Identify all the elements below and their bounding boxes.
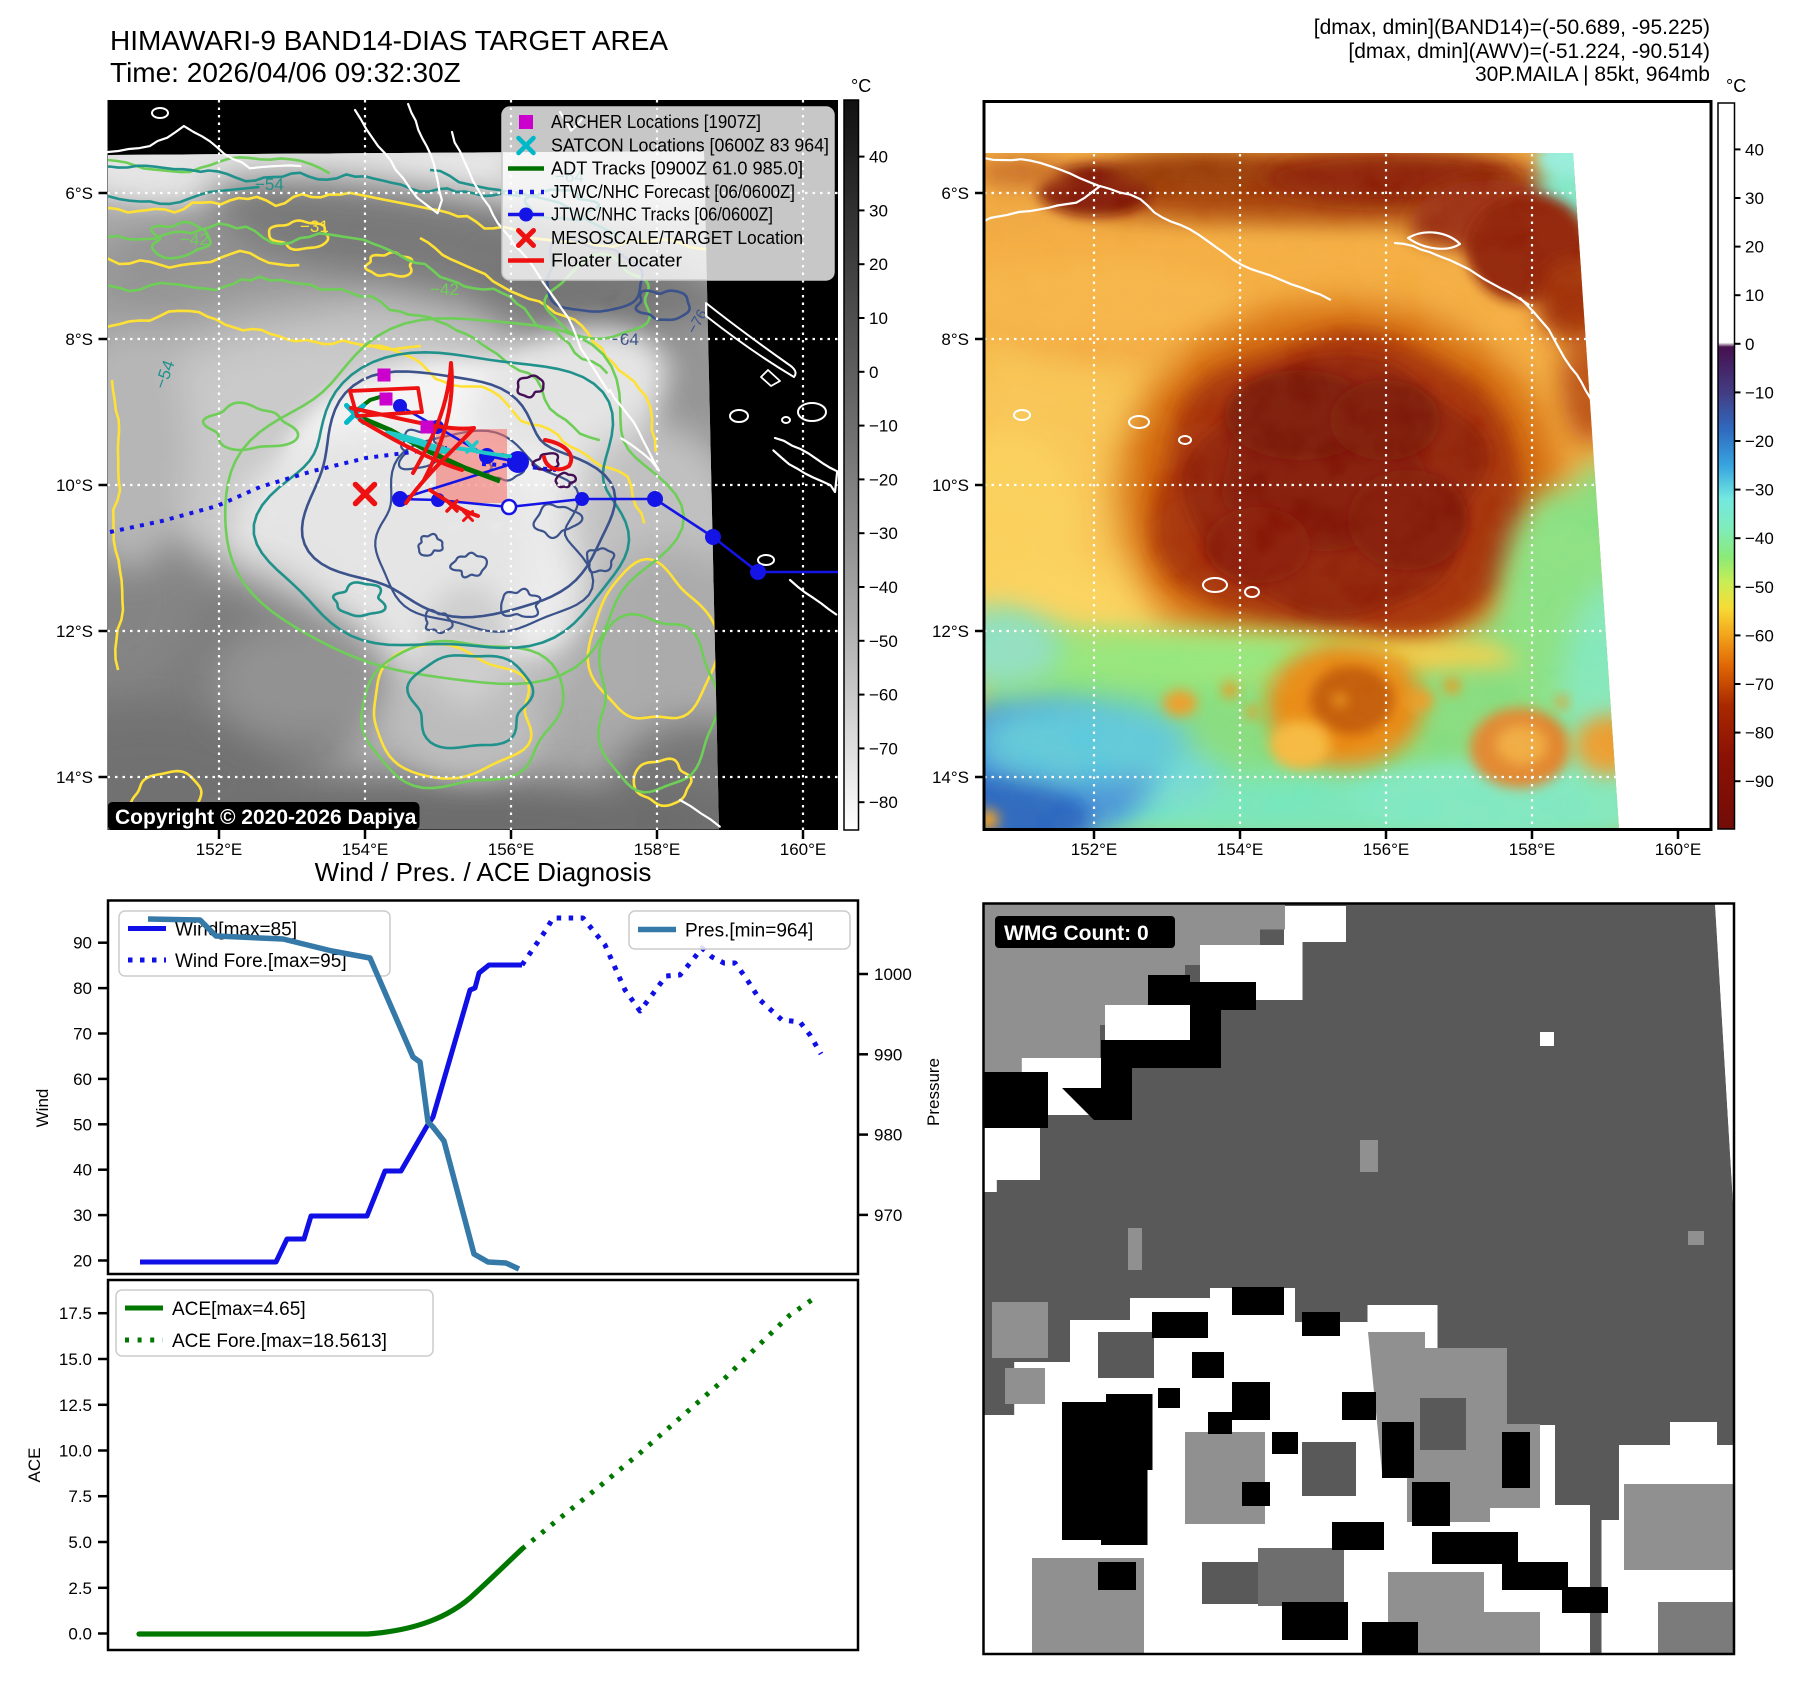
svg-text:Wind Fore.[max=95]: Wind Fore.[max=95]	[175, 951, 347, 972]
svg-text:JTWC/NHC Tracks [06/0600Z]: JTWC/NHC Tracks [06/0600Z]	[551, 204, 773, 225]
svg-text:−54: −54	[255, 175, 284, 194]
svg-text:−31: −31	[300, 217, 329, 236]
svg-text:30: 30	[73, 1206, 92, 1225]
svg-text:154°E: 154°E	[342, 840, 389, 859]
svg-text:90: 90	[73, 934, 92, 953]
svg-text:−42: −42	[180, 230, 209, 249]
svg-text:160°E: 160°E	[1655, 840, 1702, 859]
svg-text:ACE: ACE	[25, 1448, 44, 1483]
svg-text:−64: −64	[610, 330, 639, 349]
svg-text:Floater Locater: Floater Locater	[551, 250, 682, 271]
svg-text:15.0: 15.0	[59, 1350, 92, 1369]
svg-text:70: 70	[73, 1025, 92, 1044]
svg-text:−70: −70	[869, 739, 898, 758]
svg-text:ACE Fore.[max=18.5613]: ACE Fore.[max=18.5613]	[172, 1331, 387, 1352]
svg-text:−90: −90	[1745, 772, 1774, 791]
svg-text:Pressure: Pressure	[924, 1058, 943, 1126]
svg-text:−70: −70	[1745, 675, 1774, 694]
svg-text:20: 20	[1745, 238, 1764, 257]
svg-text:152°E: 152°E	[1071, 840, 1118, 859]
svg-text:−40: −40	[869, 578, 898, 597]
svg-text:−30: −30	[869, 524, 898, 543]
svg-text:°C: °C	[1726, 76, 1746, 96]
svg-text:17.5: 17.5	[59, 1304, 92, 1323]
svg-text:12°S: 12°S	[56, 622, 93, 641]
svg-text:ACE[max=4.65]: ACE[max=4.65]	[172, 1299, 306, 1320]
svg-text:−60: −60	[1745, 626, 1774, 645]
svg-text:5.0: 5.0	[68, 1533, 92, 1552]
svg-text:2.5: 2.5	[68, 1579, 92, 1598]
svg-text:30: 30	[1745, 189, 1764, 208]
svg-text:12°S: 12°S	[932, 622, 969, 641]
svg-text:6°S: 6°S	[941, 184, 969, 203]
svg-text:−50: −50	[869, 632, 898, 651]
svg-text:WMG Count: 0: WMG Count: 0	[1004, 922, 1149, 945]
svg-text:Wind: Wind	[33, 1089, 52, 1128]
svg-text:970: 970	[874, 1206, 902, 1225]
svg-text:0: 0	[869, 363, 878, 382]
svg-text:40: 40	[1745, 140, 1764, 159]
svg-text:20: 20	[73, 1252, 92, 1271]
svg-text:0: 0	[1745, 335, 1754, 354]
svg-text:10°S: 10°S	[932, 476, 969, 495]
svg-text:14°S: 14°S	[932, 768, 969, 787]
svg-text:−50: −50	[1745, 578, 1774, 597]
svg-text:30: 30	[869, 201, 888, 220]
svg-text:8°S: 8°S	[65, 330, 93, 349]
svg-text:SATCON Locations [0600Z 83 964: SATCON Locations [0600Z 83 964]	[551, 135, 829, 156]
svg-text:−40: −40	[1745, 529, 1774, 548]
svg-text:−20: −20	[869, 470, 898, 489]
svg-text:40: 40	[73, 1161, 92, 1180]
svg-text:−30: −30	[1745, 481, 1774, 500]
svg-text:°C: °C	[851, 76, 871, 96]
svg-text:20: 20	[869, 255, 888, 274]
svg-text:ADT Tracks [0900Z 61.0 985.0]: ADT Tracks [0900Z 61.0 985.0]	[551, 158, 803, 179]
svg-text:MESOSCALE/TARGET Location: MESOSCALE/TARGET Location	[551, 227, 803, 248]
svg-text:[dmax, dmin](AWV)=(-51.224, -9: [dmax, dmin](AWV)=(-51.224, -90.514)	[1348, 40, 1710, 63]
svg-text:10.0: 10.0	[59, 1442, 92, 1461]
svg-text:990: 990	[874, 1045, 902, 1064]
svg-text:12.5: 12.5	[59, 1396, 92, 1415]
svg-text:40: 40	[869, 148, 888, 167]
svg-text:−60: −60	[869, 686, 898, 705]
svg-text:158°E: 158°E	[634, 840, 681, 859]
svg-text:HIMAWARI-9 BAND14-DIAS TARGET: HIMAWARI-9 BAND14-DIAS TARGET AREA	[110, 25, 668, 56]
svg-text:60: 60	[73, 1070, 92, 1089]
svg-text:−42: −42	[430, 280, 459, 299]
svg-text:156°E: 156°E	[1363, 840, 1410, 859]
svg-text:0.0: 0.0	[68, 1625, 92, 1644]
svg-text:1000: 1000	[874, 965, 912, 984]
svg-text:10°S: 10°S	[56, 476, 93, 495]
svg-text:Wind / Pres. / ACE Diagnosis: Wind / Pres. / ACE Diagnosis	[315, 857, 652, 887]
svg-text:Copyright © 2020-2026 Dapiya: Copyright © 2020-2026 Dapiya	[115, 806, 417, 829]
svg-text:10: 10	[869, 309, 888, 328]
svg-text:−80: −80	[1745, 724, 1774, 743]
svg-text:30P.MAILA | 85kt, 964mb: 30P.MAILA | 85kt, 964mb	[1475, 63, 1710, 86]
svg-text:50: 50	[73, 1115, 92, 1134]
svg-text:8°S: 8°S	[941, 330, 969, 349]
svg-text:Pres.[min=964]: Pres.[min=964]	[685, 921, 813, 942]
svg-text:−10: −10	[1745, 383, 1774, 402]
svg-text:152°E: 152°E	[196, 840, 243, 859]
svg-text:980: 980	[874, 1126, 902, 1145]
svg-text:14°S: 14°S	[56, 768, 93, 787]
svg-text:80: 80	[73, 979, 92, 998]
svg-text:156°E: 156°E	[488, 840, 535, 859]
svg-text:Time: 2026/04/06 09:32:30Z: Time: 2026/04/06 09:32:30Z	[110, 57, 461, 88]
svg-text:10: 10	[1745, 286, 1764, 305]
svg-text:ARCHER Locations [1907Z]: ARCHER Locations [1907Z]	[551, 111, 761, 132]
svg-text:−80: −80	[869, 793, 898, 812]
svg-text:154°E: 154°E	[1217, 840, 1264, 859]
svg-text:−10: −10	[869, 417, 898, 436]
svg-text:JTWC/NHC Forecast [06/0600Z]: JTWC/NHC Forecast [06/0600Z]	[551, 181, 795, 202]
svg-text:6°S: 6°S	[65, 184, 93, 203]
svg-text:7.5: 7.5	[68, 1487, 92, 1506]
svg-text:158°E: 158°E	[1509, 840, 1556, 859]
svg-text:160°E: 160°E	[780, 840, 827, 859]
svg-text:−20: −20	[1745, 432, 1774, 451]
svg-text:[dmax, dmin](BAND14)=(-50.689,: [dmax, dmin](BAND14)=(-50.689, -95.225)	[1314, 16, 1710, 39]
